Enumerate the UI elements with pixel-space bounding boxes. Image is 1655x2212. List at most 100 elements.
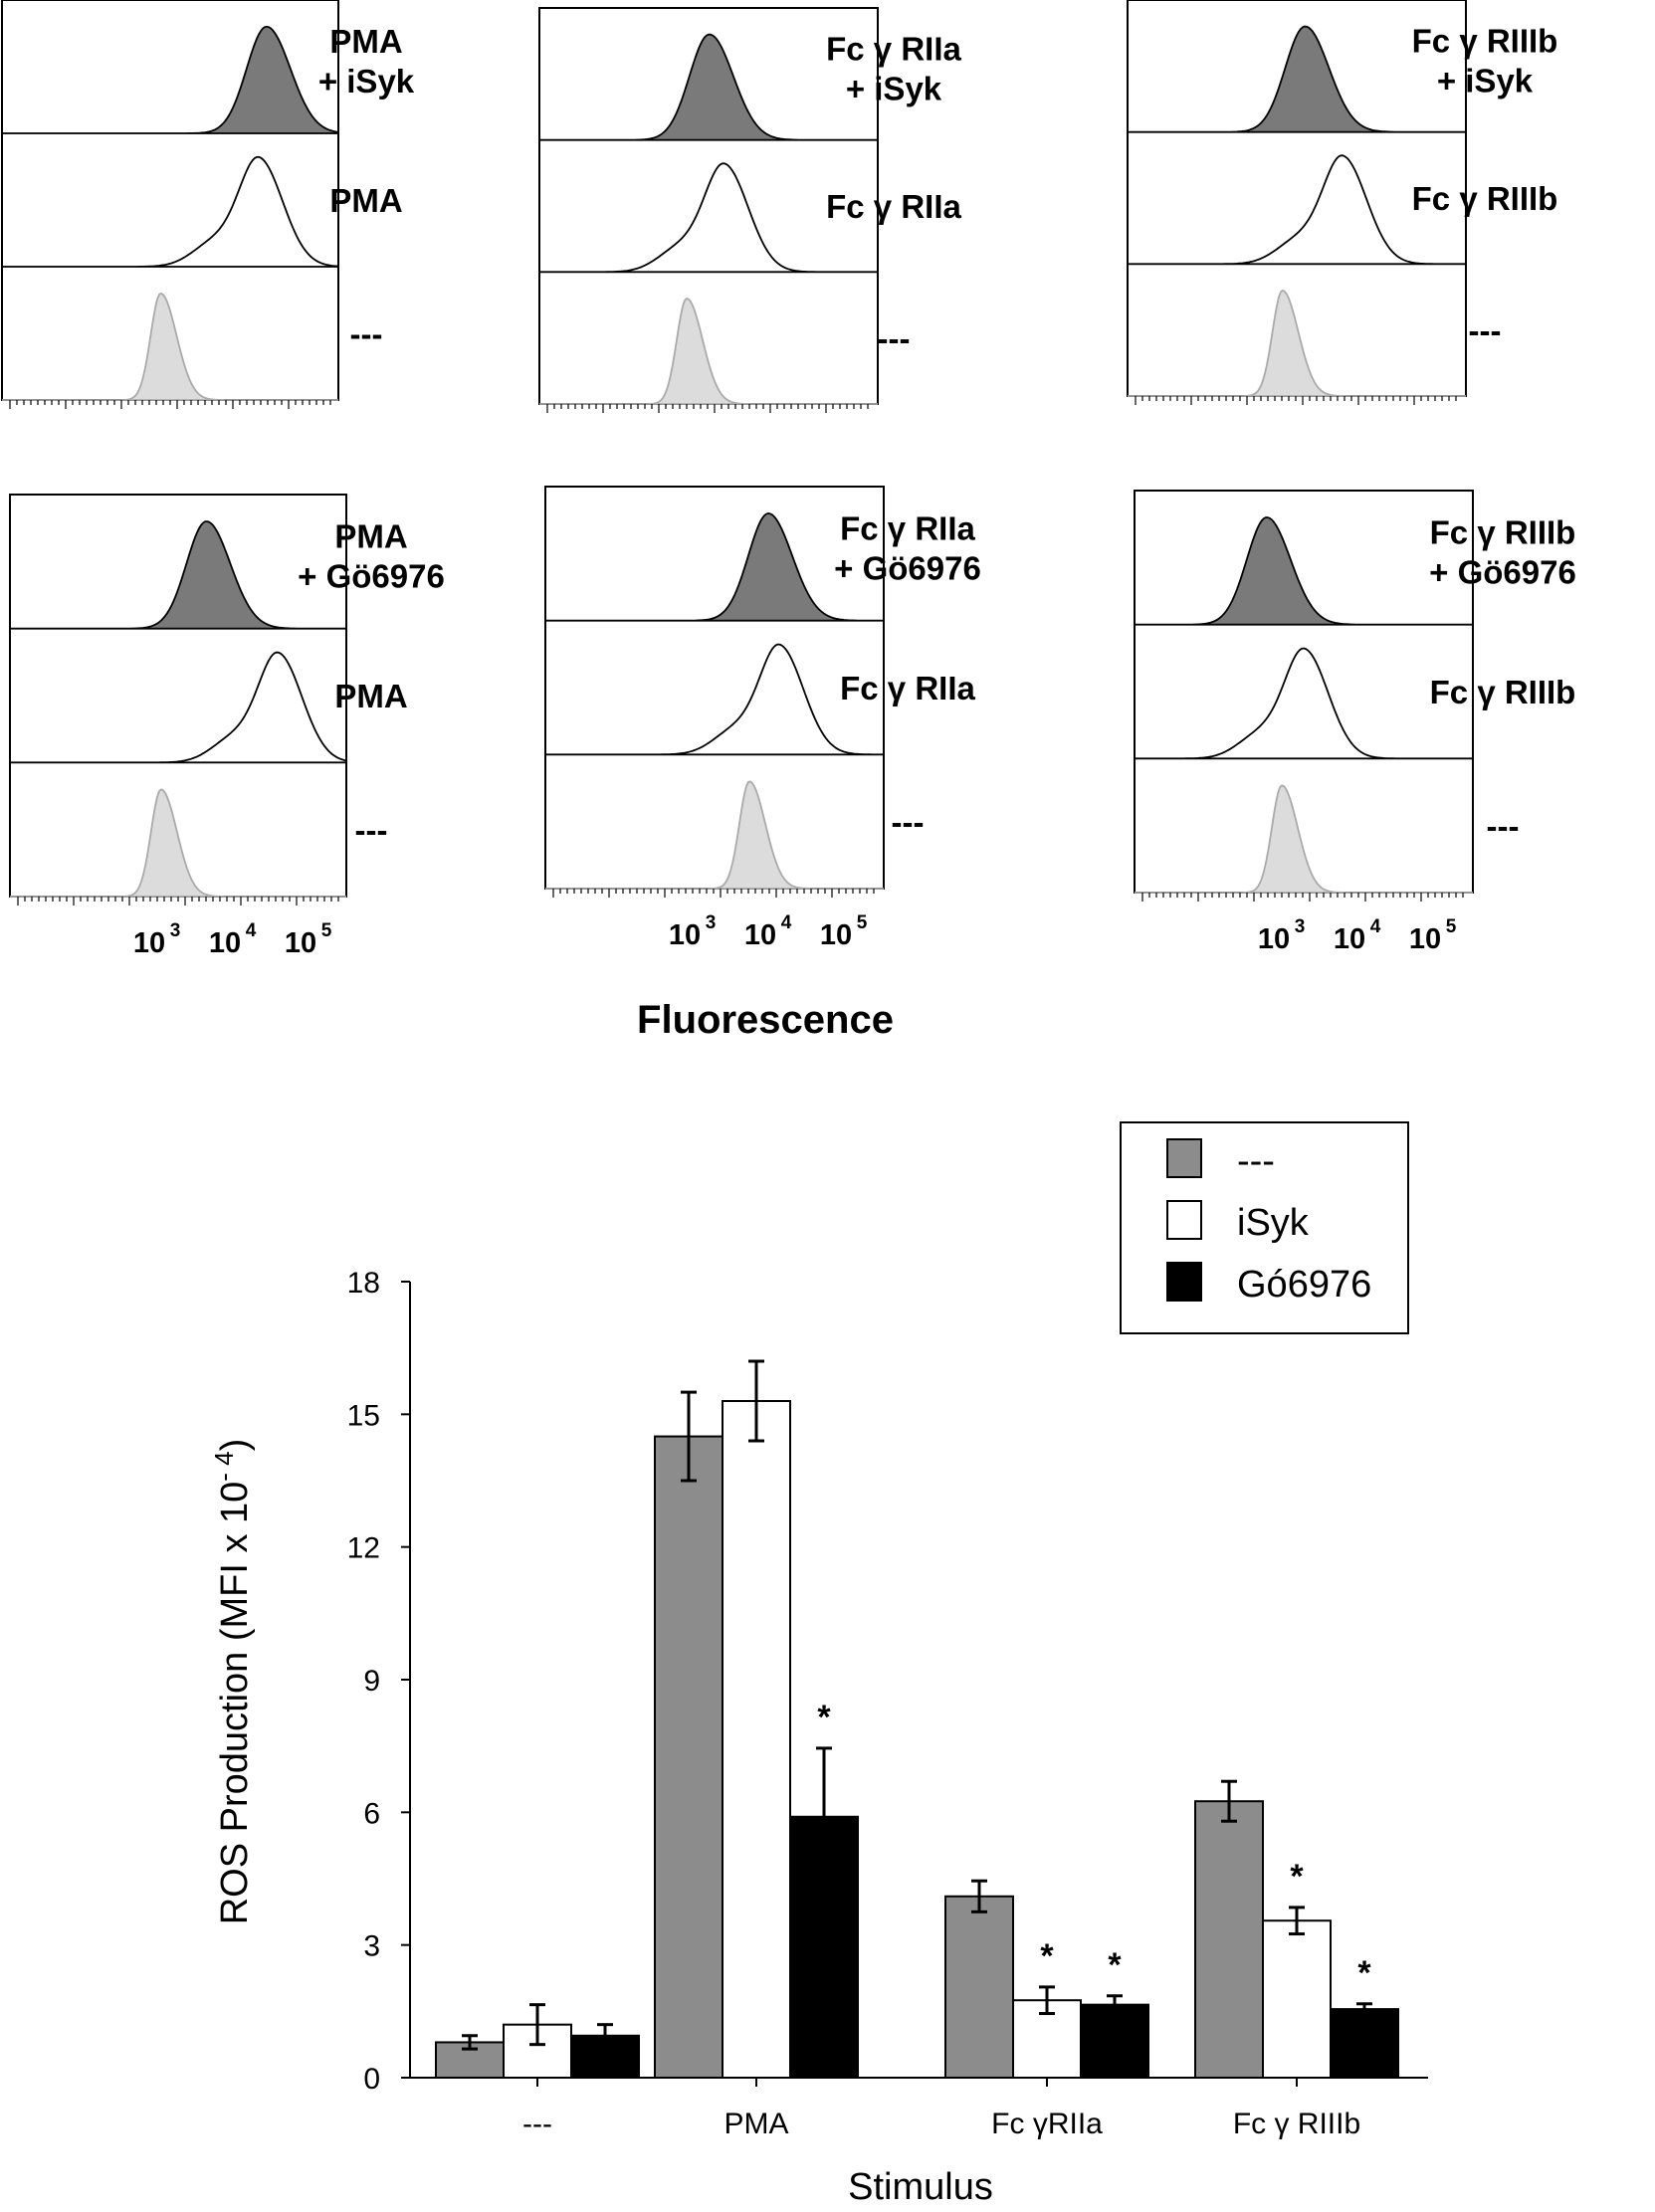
bar (1080, 2003, 1149, 2079)
axis-tick-label: 10 (669, 919, 701, 951)
histogram-label: Fc γ RIIIb (1412, 22, 1558, 59)
axis-tick-label: 10 (285, 927, 316, 959)
histogram-curve (544, 511, 885, 622)
histogram-curve (9, 651, 347, 764)
legend-label: iSyk (1237, 1202, 1310, 1244)
axis-tick-exponent: 4 (1370, 916, 1381, 937)
bar (944, 1895, 1014, 2080)
axis-tick-label: 10 (1334, 923, 1365, 955)
y-axis-title: ROS Production (MFI x 10- 4) (209, 1439, 256, 1925)
flow-x-axis (9, 400, 331, 409)
histogram-curve (544, 643, 885, 756)
axis-tick-label: 10 (209, 927, 241, 959)
y-axis-title-text: ROS Production (MFI x 10 (214, 1482, 256, 1925)
axis-tick-exponent: 4 (781, 912, 792, 933)
histogram-label: Fc γ RIIa (826, 30, 961, 67)
histogram-label: --- (350, 315, 383, 352)
histogram-label: --- (892, 804, 925, 841)
significance-marker: * (1357, 1954, 1371, 1992)
histogram-label: PMA (334, 517, 407, 554)
flow-x-axis (1135, 396, 1457, 405)
histogram-curve (1127, 154, 1467, 266)
histogram-curve (1134, 647, 1474, 760)
histogram-label: + iSyk (1437, 62, 1534, 99)
x-tick-label: Fc γRIIa (991, 2108, 1103, 2140)
error-bar (1289, 1906, 1305, 1936)
axis-tick-label: 10 (1258, 923, 1290, 955)
histogram-curve (2, 155, 339, 268)
significance-marker: * (1040, 1937, 1054, 1975)
histogram-label: Fc γ RIIa (826, 188, 961, 225)
y-axis-title-exponent: - 4 (209, 1451, 239, 1481)
error-bar (1356, 2002, 1372, 2016)
error-bar (597, 2023, 613, 2049)
x-tick-label: --- (522, 2108, 552, 2140)
histogram-label: Fc γ RIIIb (1430, 513, 1576, 550)
error-bar (462, 2034, 478, 2051)
axis-tick-exponent: 4 (246, 920, 257, 941)
histogram-curve (539, 297, 878, 405)
bar (1194, 1800, 1264, 2079)
error-bar (529, 2003, 545, 2047)
flow-x-axis-label: Fluorescence (637, 998, 894, 1042)
y-tick-label: 9 (363, 1665, 380, 1698)
significance-marker: * (1290, 1858, 1304, 1896)
histogram-label: --- (355, 812, 388, 849)
flow-panel-frame (1134, 490, 1474, 894)
histogram-curve (1128, 289, 1466, 397)
flow-x-axis (546, 404, 869, 413)
axis-tick-label: 10 (1409, 923, 1441, 955)
error-bar (816, 1746, 832, 1888)
histogram-label: + iSyk (846, 70, 942, 106)
histogram-curve (10, 788, 346, 898)
axis-tick-exponent: 3 (170, 920, 181, 941)
error-bar (748, 1359, 764, 1443)
histogram-label: PMA (329, 182, 402, 219)
error-bar (971, 1879, 987, 1913)
histogram-label: --- (1487, 808, 1520, 845)
bar (1330, 2008, 1399, 2079)
histogram-label: Fc γ RIIIb (1412, 180, 1558, 217)
histogram-curve (1134, 516, 1474, 626)
histogram-curve (538, 162, 879, 274)
y-tick-label: 12 (347, 1532, 380, 1565)
legend-label: Gó6976 (1237, 1264, 1371, 1306)
axis-tick-exponent: 5 (857, 912, 868, 933)
histogram-label: Fc γ RIIa (840, 670, 975, 706)
x-tick-label: Fc γ RIIIb (1233, 2108, 1360, 2140)
legend: --- iSyk Gó6976 (1120, 1121, 1409, 1334)
flow-panel-frame (544, 486, 885, 890)
y-tick-label: 15 (347, 1399, 380, 1432)
axis-tick-label: 10 (820, 919, 852, 951)
bar-chart: 0 3 6 9 12 15 18 ROS Production (MFI x 10- 4) St… (209, 1121, 1428, 2208)
histogram-label: PMA (329, 23, 402, 60)
histogram-curve (2, 292, 338, 401)
histogram-curve (538, 33, 879, 141)
histogram-curve (1127, 25, 1467, 133)
axis-tick-label: 10 (133, 927, 165, 959)
histogram-label: + iSyk (318, 63, 415, 100)
error-bar (1107, 1994, 1123, 2016)
histogram-label: Fc γ RIIa (840, 509, 975, 546)
histogram-curve (1135, 784, 1473, 894)
legend-swatch (1166, 1200, 1202, 1240)
y-tick-label: 6 (363, 1797, 380, 1830)
histogram-label: --- (1469, 312, 1502, 349)
y-tick-label: 0 (363, 2063, 380, 2096)
x-axis-title: Stimulus (848, 2166, 993, 2207)
histogram-label: PMA (334, 678, 407, 714)
histogram-curve (2, 25, 339, 134)
bar (1262, 1919, 1332, 2079)
axis-tick-label: 10 (744, 919, 776, 951)
error-bar (681, 1390, 697, 1483)
histogram-label: + Gö6976 (298, 557, 445, 594)
axis-tick-exponent: 5 (321, 920, 332, 941)
legend-swatch (1166, 1262, 1202, 1302)
